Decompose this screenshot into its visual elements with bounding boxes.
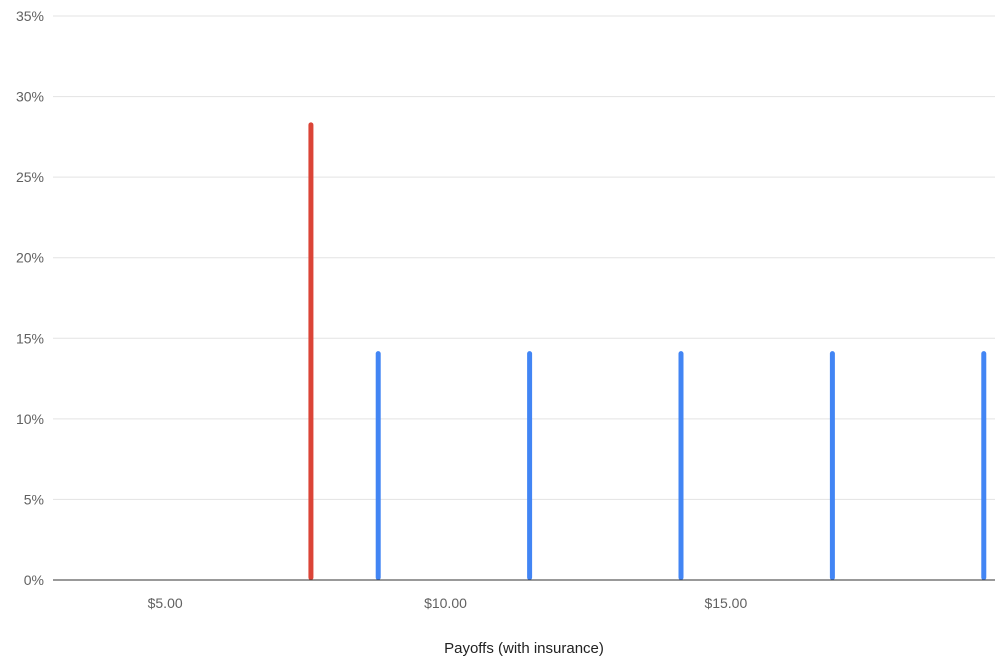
y-tick-label: 15% bbox=[16, 330, 44, 346]
bar bbox=[678, 351, 684, 580]
x-axis-tick-labels: $5.00 $10.00 $15.00 bbox=[148, 595, 748, 611]
x-tick-label: $10.00 bbox=[424, 595, 467, 611]
y-tick-label: 25% bbox=[16, 169, 44, 185]
bars bbox=[308, 122, 987, 581]
x-tick-label: $15.00 bbox=[704, 595, 747, 611]
x-tick-label: $5.00 bbox=[148, 595, 183, 611]
y-tick-label: 20% bbox=[16, 250, 44, 266]
y-tick-label: 35% bbox=[16, 8, 44, 24]
y-axis-tick-labels: 0% 5% 10% 15% 20% 25% 30% 35% bbox=[16, 8, 44, 588]
bar bbox=[829, 351, 835, 580]
bar bbox=[527, 351, 533, 580]
y-tick-label: 10% bbox=[16, 411, 44, 427]
bar bbox=[981, 351, 987, 580]
y-tick-label: 5% bbox=[24, 491, 44, 507]
bar bbox=[308, 122, 314, 581]
x-axis-title: Payoffs (with insurance) bbox=[444, 640, 604, 657]
bar bbox=[375, 351, 381, 580]
y-tick-label: 30% bbox=[16, 89, 44, 105]
gridlines bbox=[53, 15, 995, 500]
y-tick-label: 0% bbox=[24, 572, 44, 588]
